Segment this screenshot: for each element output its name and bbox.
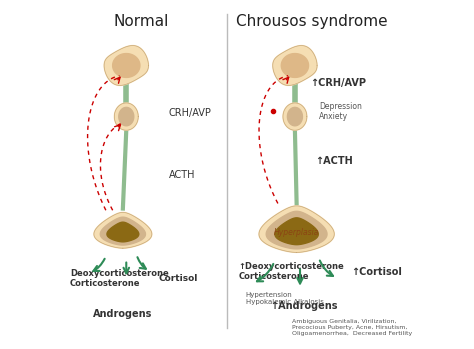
Polygon shape xyxy=(113,53,140,77)
Polygon shape xyxy=(283,103,307,130)
Polygon shape xyxy=(100,217,146,245)
Text: Hyperplasia: Hyperplasia xyxy=(274,228,319,237)
Text: Ambiguous Genitalia, Virilization,
Precocious Puberty, Acne, Hirsutism,
Oligoame: Ambiguous Genitalia, Virilization, Preco… xyxy=(292,319,412,336)
Text: CRH/AVP: CRH/AVP xyxy=(169,108,212,118)
Text: ↑Androgens: ↑Androgens xyxy=(270,300,337,311)
Polygon shape xyxy=(259,206,334,252)
Polygon shape xyxy=(107,222,139,242)
Polygon shape xyxy=(287,107,302,126)
Text: ↑Cortisol: ↑Cortisol xyxy=(351,267,402,277)
Text: Depression
Anxiety: Depression Anxiety xyxy=(319,102,362,121)
Text: ↑CRH/AVP: ↑CRH/AVP xyxy=(310,77,366,88)
Text: Cortisol: Cortisol xyxy=(159,274,198,283)
Text: Deoxycorticosterone
Corticosterone: Deoxycorticosterone Corticosterone xyxy=(70,269,169,288)
Text: ↑Deoxycorticosterone
Corticosterone: ↑Deoxycorticosterone Corticosterone xyxy=(239,262,345,281)
Polygon shape xyxy=(275,218,319,245)
Polygon shape xyxy=(119,107,134,126)
Polygon shape xyxy=(266,211,327,249)
Polygon shape xyxy=(273,46,317,86)
Polygon shape xyxy=(94,213,152,248)
Text: Normal: Normal xyxy=(114,14,169,29)
Text: Androgens: Androgens xyxy=(93,309,153,319)
Polygon shape xyxy=(104,46,148,86)
Text: Chrousos syndrome: Chrousos syndrome xyxy=(236,14,388,29)
Text: ↑ACTH: ↑ACTH xyxy=(315,156,353,166)
Polygon shape xyxy=(114,103,138,130)
Text: Hypertension
Hypokalemic Alkalosis: Hypertension Hypokalemic Alkalosis xyxy=(246,292,323,305)
Text: ACTH: ACTH xyxy=(169,170,195,179)
Polygon shape xyxy=(281,53,309,77)
